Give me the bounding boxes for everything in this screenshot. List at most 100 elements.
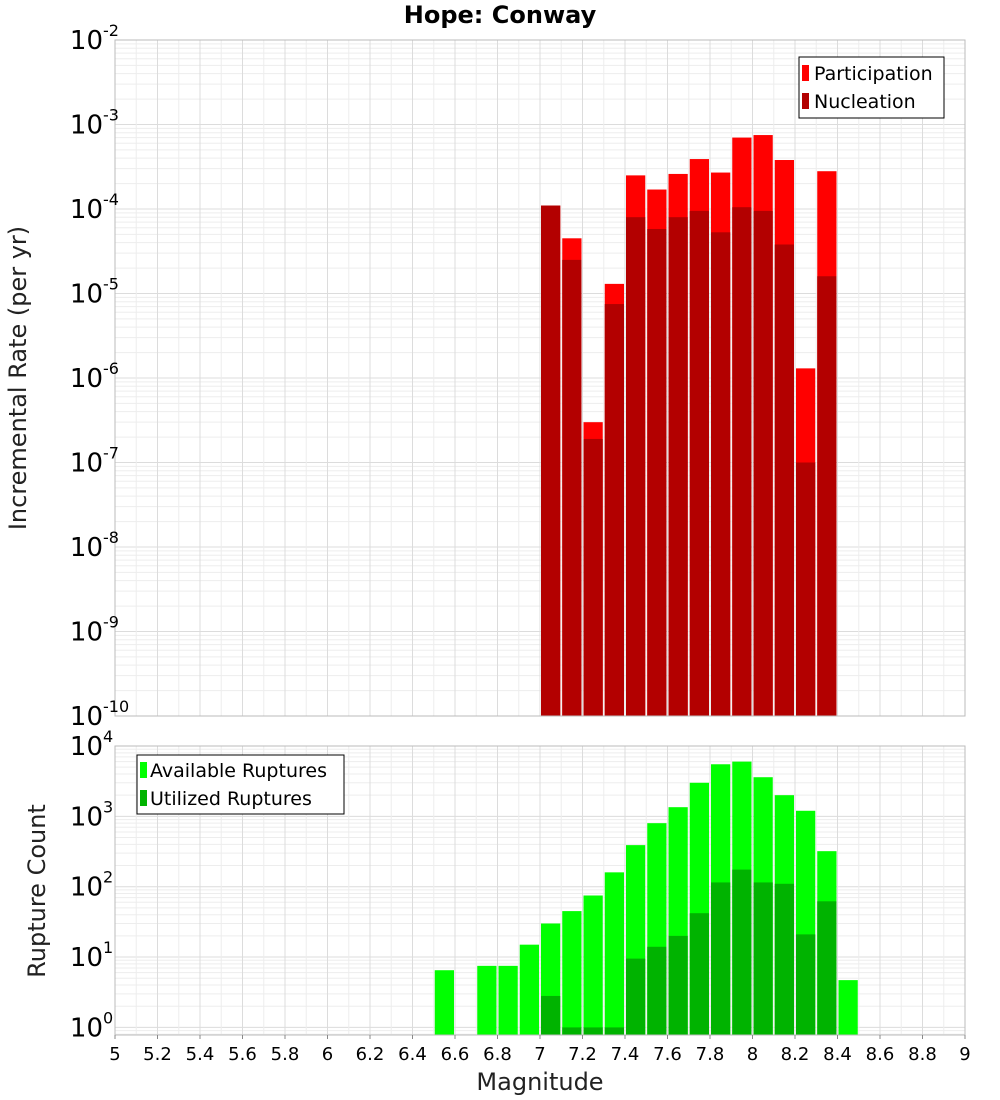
count-y-tick: 10 4 [70,727,113,762]
count-bar-utilized-ruptures [668,935,688,1035]
nucleation-legend-label: Nucleation [814,91,916,113]
rate-y-tick-base: 10 [70,702,103,732]
x-tick-label: 5.2 [143,1044,172,1065]
rate-y-axis-label: Incremental Rate (per yr) [4,226,32,530]
rate-y-tick: 10 -10 [70,697,129,732]
count-y-axis-label: Rupture Count [23,804,51,978]
rate-y-tick: 10 -4 [70,190,119,225]
rate-bar-nucleation [541,205,561,716]
x-tick-label: 6.6 [441,1044,470,1065]
chart-title: Hope: Conway [404,1,597,29]
count-bar-available-ruptures [838,980,858,1035]
rate-bars [541,135,837,717]
count-bar-available-ruptures [498,965,518,1035]
rate-y-tick-base: 10 [70,533,103,563]
count-bar-utilized-ruptures [626,958,646,1035]
count-y-tick-base: 10 [70,873,103,903]
count-bar-utilized-ruptures [583,1027,603,1035]
rate-y-tick: 10 -3 [70,106,119,141]
count-y-tick: 10 3 [70,797,113,832]
rate-bar-nucleation [668,217,688,716]
count-bar-utilized-ruptures [753,882,773,1035]
count-y-tick-base: 10 [70,732,103,762]
rate-legend-box [798,56,945,119]
count-bar-available-ruptures [562,911,582,1035]
count-bar-available-ruptures [477,965,497,1035]
count-y-tick-exponent: 1 [103,938,113,957]
count-legend-box [136,754,345,815]
x-tick-label: 8.4 [823,1044,852,1065]
x-tick-label: 5.4 [186,1044,215,1065]
available-ruptures-legend-swatch [140,762,147,778]
x-tick-label: 9 [959,1044,970,1065]
x-tick-label: 7.4 [611,1044,640,1065]
rate-bar-nucleation [796,462,816,716]
count-y-tick: 10 0 [70,1008,113,1043]
rate-y-tick-exponent: -10 [103,697,129,716]
rate-bar-nucleation [732,207,752,716]
x-tick-label: 7 [534,1044,545,1065]
count-bar-utilized-ruptures [711,882,731,1035]
x-tick-label: 5.6 [228,1044,257,1065]
rate-bar-nucleation [604,304,624,716]
count-y-tick-exponent: 0 [103,1008,113,1027]
x-axis-label: Magnitude [476,1068,603,1096]
count-bar-utilized-ruptures [562,1027,582,1035]
rate-bar-nucleation [562,259,582,716]
rate-y-tick: 10 -5 [70,275,119,310]
rate-y-tick-exponent: -3 [103,106,119,125]
count-bar-available-ruptures [434,970,454,1035]
count-x-ticks: 5 5.2 5.4 5.6 5.8 6 6.2 6.4 6.6 6.8 7 7.2 7.4 7.6 7.8 8… [109,1035,971,1065]
rate-y-tick: 10 -7 [70,444,119,479]
count-bar-utilized-ruptures [689,913,709,1035]
rate-y-tick-exponent: -2 [103,21,119,40]
x-tick-label: 6.2 [356,1044,385,1065]
rate-y-tick-base: 10 [70,280,103,310]
rate-bar-nucleation [774,244,794,716]
utilized-ruptures-legend-label: Utilized Ruptures [150,788,312,810]
rate-grid [114,39,966,717]
rate-y-tick-exponent: -9 [103,613,119,632]
rate-y-tick-exponent: -5 [103,275,119,294]
rate-bar-nucleation [647,228,667,716]
count-bar-utilized-ruptures [774,883,794,1035]
rate-y-tick-exponent: -6 [103,359,119,378]
count-bar-utilized-ruptures [796,934,816,1035]
utilized-ruptures-legend-swatch [140,790,147,806]
x-tick-label: 6.4 [398,1044,427,1065]
x-tick-label: 5 [109,1044,120,1065]
x-tick-label: 5.8 [271,1044,300,1065]
rate-y-tick-base: 10 [70,111,103,141]
count-y-tick-base: 10 [70,802,103,832]
x-tick-label: 7.8 [696,1044,725,1065]
x-tick-label: 8.2 [781,1044,810,1065]
rate-y-tick-exponent: -8 [103,528,119,547]
count-bar-available-ruptures [519,944,539,1035]
available-ruptures-legend-label: Available Ruptures [150,760,327,782]
participation-legend-label: Participation [814,63,933,85]
rate-y-tick-base: 10 [70,26,103,56]
rate-y-tick: 10 -9 [70,613,119,648]
count-y-tick: 10 1 [70,938,113,973]
count-bar-available-ruptures [604,872,624,1035]
count-bar-available-ruptures [583,895,603,1035]
rate-bar-nucleation [753,210,773,716]
count-y-tick-base: 10 [70,1013,103,1043]
nucleation-legend-swatch [802,93,809,109]
rate-y-tick: 10 -8 [70,528,119,563]
participation-legend-swatch [802,65,809,81]
rate-bar-nucleation [711,232,731,716]
rate-y-tick-base: 10 [70,449,103,479]
rate-plot-frame [114,39,966,717]
x-tick-label: 8.8 [908,1044,937,1065]
x-tick-label: 7.6 [653,1044,682,1065]
rate-bar-nucleation [689,210,709,716]
rate-bar-nucleation [817,276,837,716]
rate-bar-nucleation [583,438,603,716]
x-tick-label: 6 [322,1044,333,1065]
count-y-tick-exponent: 3 [103,797,113,816]
